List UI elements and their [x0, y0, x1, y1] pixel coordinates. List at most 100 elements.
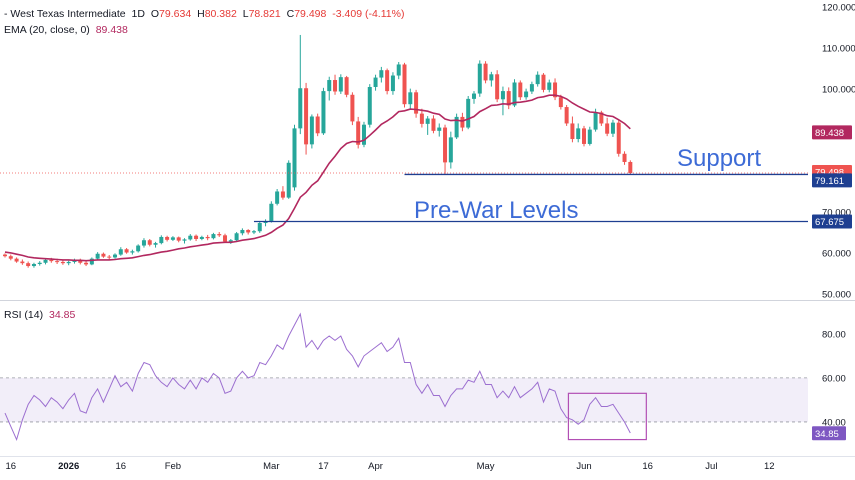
candle-body: [147, 240, 152, 245]
rsi-path: [4, 312, 631, 442]
rsi-series: [4, 312, 647, 442]
rsi-highlight-box: [567, 392, 647, 441]
rsi-tick-label: 40.00: [822, 417, 846, 428]
candle-body: [390, 75, 395, 92]
candle-body: [43, 259, 48, 263]
candle-body: [564, 107, 569, 124]
candle-body: [541, 74, 546, 90]
ema-path: [4, 94, 631, 262]
candle-body: [610, 122, 615, 134]
candle-body: [199, 236, 204, 239]
candle-body: [246, 229, 251, 233]
rsi-tick-label: 60.00: [822, 373, 846, 384]
candle-body: [518, 82, 523, 98]
symbol-legend[interactable]: - West Texas Intermediate 1D O79.634 H80…: [4, 8, 407, 20]
candle-body: [408, 92, 413, 105]
candle-body: [205, 236, 210, 239]
support-price-tag-bg: [812, 173, 852, 188]
time-tick-label: Jul: [705, 461, 717, 472]
candle-body: [188, 235, 193, 240]
candle-body: [101, 253, 106, 257]
high-value: 80.382: [204, 8, 237, 20]
candle-body: [280, 191, 285, 198]
time-tick-label: 12: [764, 461, 775, 472]
candle-body: [327, 80, 332, 92]
candle-body: [356, 121, 361, 145]
candle-body: [593, 112, 598, 130]
candle-body: [60, 261, 65, 264]
candle-body: [170, 237, 175, 240]
candle-body: [495, 74, 500, 100]
candle-body: [37, 262, 42, 264]
price-tick-label: 70.000: [822, 207, 851, 218]
ema-price-tag-bg: [812, 125, 852, 140]
price-tick-label: 50.000: [822, 289, 851, 300]
candle-body: [558, 97, 563, 108]
candle-body: [599, 112, 604, 124]
prewar-annotation: Pre-War Levels: [414, 197, 578, 224]
close-value: 79.498: [294, 8, 327, 20]
candle-body: [78, 260, 83, 263]
candle-body: [113, 254, 118, 258]
price-tick-label: 110.000: [822, 44, 855, 55]
candle-body: [471, 93, 476, 99]
rsi-value: 34.85: [49, 309, 76, 321]
candle-body: [20, 261, 25, 264]
candle-body: [489, 74, 494, 81]
candle-body: [298, 88, 303, 129]
candle-body: [3, 254, 7, 257]
interval-label: 1D: [131, 8, 145, 20]
candle-body: [396, 64, 401, 76]
prewar-price-tag: 67.675: [815, 217, 844, 228]
candle-body: [159, 236, 164, 244]
candle-body: [529, 84, 534, 92]
candle-body: [304, 88, 309, 145]
candle-body: [361, 124, 366, 145]
candle-body: [425, 118, 430, 124]
high-label: H: [197, 8, 205, 20]
candle-body: [315, 116, 320, 134]
candle-body: [286, 162, 291, 198]
candle-body: [576, 128, 581, 140]
candle-body: [275, 191, 280, 204]
candle-body: [483, 63, 488, 81]
rsi-band-fill: [0, 377, 808, 422]
rsi-price-tag: 34.85: [815, 429, 839, 440]
time-tick-label: 16: [116, 461, 127, 472]
candle-body: [234, 233, 239, 241]
rsi-legend[interactable]: RSI (14) 34.85: [4, 309, 78, 321]
change-value: -3.409 (-4.11%): [332, 8, 405, 20]
time-axis[interactable]: 16 2026 16 Feb Mar 17 Apr May Jun 16 Jul 12: [6, 461, 775, 472]
candle-body: [402, 64, 407, 105]
candle-body: [309, 116, 314, 145]
low-label: L: [242, 8, 249, 20]
candle-body: [443, 127, 448, 163]
candle-body: [454, 116, 459, 138]
time-tick-label: 16: [6, 461, 17, 472]
ema-legend[interactable]: EMA (20, close, 0) 89.438: [4, 24, 131, 36]
candle-body: [350, 94, 355, 122]
candle-body: [587, 129, 592, 144]
candle-body: [165, 236, 170, 240]
price-tick-label: 120.000: [822, 3, 855, 14]
candle-body: [570, 123, 575, 140]
ema-price-tag: 89.438: [815, 128, 844, 139]
candle-body: [437, 127, 442, 131]
low-value: 78.821: [248, 8, 281, 20]
candle-body: [448, 137, 453, 163]
candle-body: [385, 70, 390, 92]
prewar-price-tag-bg: [812, 214, 852, 229]
candle-body: [373, 77, 378, 87]
symbol-name: - West Texas Intermediate: [4, 8, 126, 20]
candle-body: [333, 80, 338, 92]
candle-body: [628, 161, 633, 174]
candle-body: [367, 86, 372, 125]
close-label: C: [286, 8, 295, 20]
time-tick-label: 17: [318, 461, 329, 472]
candle-body: [26, 263, 31, 267]
time-tick-label: Feb: [165, 461, 181, 472]
candle-body: [379, 70, 384, 78]
support-price-tag: 79.161: [815, 176, 844, 187]
